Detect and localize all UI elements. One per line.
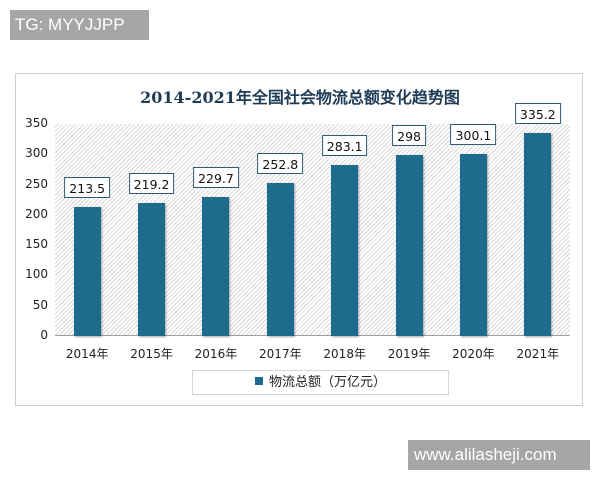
x-axis-line [55,335,570,336]
bar [459,154,487,336]
y-tick-label: 0 [40,328,48,342]
legend-swatch-icon [254,377,263,385]
data-label: 300.1 [450,124,497,146]
y-tick-label: 100 [25,267,48,282]
x-tick-label: 2020年 [452,347,495,361]
bar [138,203,166,336]
plot-area [55,124,570,336]
chart-title: 2014-2021年全国社会物流总额变化趋势图 [140,88,460,107]
x-tick-label: 2014年 [65,347,109,361]
data-label: 213.5 [64,176,111,198]
y-tick-label: 150 [25,237,48,252]
legend: 物流总额（万亿元） [192,370,449,395]
x-tick-label: 2017年 [259,347,302,361]
data-label: 229.7 [193,166,239,188]
y-tick-label: 50 [32,297,48,312]
y-tick-label: 350 [25,116,48,130]
watermark-top: TG: MYYJJPP [10,10,149,40]
x-tick-label: 2021年 [516,347,560,361]
bar [73,206,101,336]
bar [395,155,423,336]
x-tick-label: 2015年 [130,347,173,361]
x-tick-label: 2016年 [194,347,238,361]
bar [524,132,552,336]
data-label: 252.8 [257,152,304,174]
data-label: 298 [392,125,426,147]
bar [331,164,359,336]
watermark-bottom: www.alilasheji.com [408,440,590,470]
data-label: 283.1 [321,134,368,156]
y-tick-label: 300 [25,146,48,161]
y-tick-label: 250 [25,176,48,191]
bar [202,196,230,336]
bar [266,182,294,336]
x-tick-label: 2018年 [323,347,366,361]
data-label: 219.2 [128,173,175,195]
y-tick-label: 200 [25,206,48,221]
x-tick-label: 2019年 [387,347,431,361]
data-label: 335.2 [514,102,561,124]
legend-label: 物流总额（万亿元） [268,375,386,390]
